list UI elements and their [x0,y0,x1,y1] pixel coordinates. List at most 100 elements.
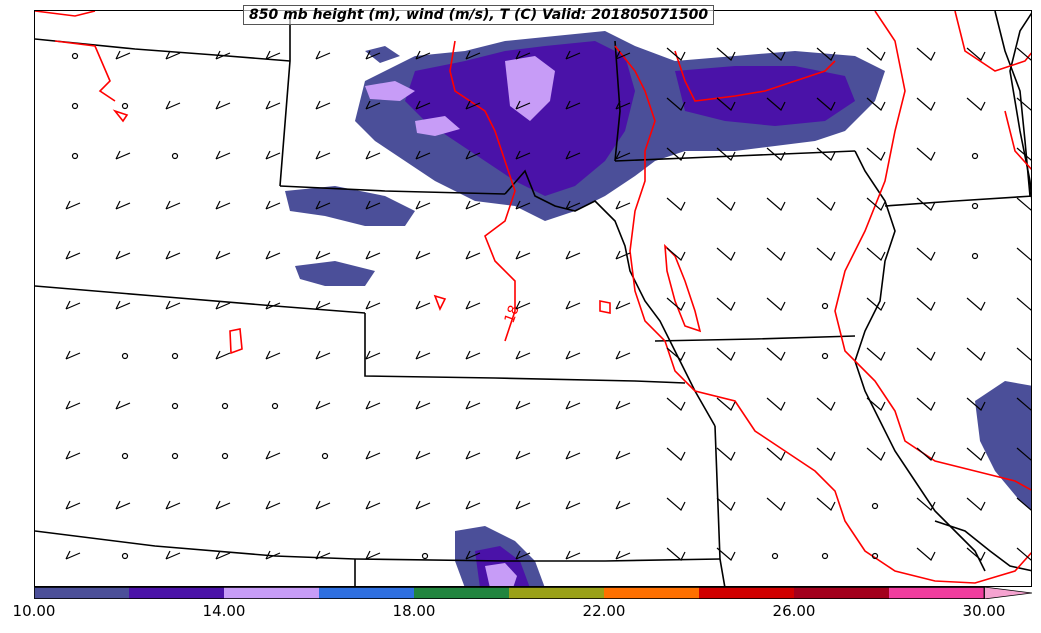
wind-barb [565,400,581,410]
wind-barb [465,400,481,410]
wind-barb [615,350,631,360]
wind-barb [816,247,836,261]
wind-barb [966,397,986,411]
wind-barbs [65,47,1031,561]
wind-barb [415,350,431,360]
wind-barb [966,547,986,561]
wind-barb [766,347,786,361]
wind-barb [315,500,331,510]
wind-barb [615,400,631,410]
border-ne-ks [354,558,721,562]
calm-wind-marker [821,552,829,560]
wind-barb [465,150,481,160]
wind-barb [265,300,281,310]
wind-speed-shading [285,31,1031,586]
wind-barb [365,300,381,310]
wind-barb [315,250,331,260]
wind-barb [666,197,686,211]
wind-barb [415,250,431,260]
wind-barb [916,347,936,361]
border-missouri-river [504,169,716,427]
wind-barb [1016,497,1031,511]
contour-label: 18 [502,303,523,325]
wind-barb [165,50,181,60]
wind-barb [916,47,936,61]
wind-barb [265,200,281,210]
border-mississippi [854,150,986,572]
wind-barb [465,200,481,210]
wind-barb [465,450,481,460]
wind-barb [916,197,936,211]
wind-barb [866,297,886,311]
wind-barb [816,397,836,411]
calm-wind-marker [871,502,879,510]
wind-barb [515,300,531,310]
wind-barb [265,50,281,60]
wind-barb [666,147,686,161]
wind-barb [716,197,736,211]
map-canvas: 18 [35,11,1031,586]
wind-barb [866,347,886,361]
border-mn-west [614,40,621,162]
wind-barb [666,297,686,311]
temperature-contours [35,11,1031,584]
wind-barb [315,550,331,560]
border-sd-ne [364,313,686,384]
colorbar-extend-arrow [983,587,1032,599]
wind-barb [866,197,886,211]
border-wy-co [35,530,356,560]
wind-barb [716,447,736,461]
calm-wind-marker [321,452,329,460]
wind-barb [666,47,686,61]
wind-barb [565,500,581,510]
wind-barb [465,500,481,510]
wind-barb [515,450,531,460]
border-wy-north [35,285,366,314]
calm-wind-marker [171,452,179,460]
wind-barb [315,200,331,210]
wind-barb [766,297,786,311]
colorbar-bin [414,587,510,599]
wind-barb [615,150,631,160]
wind-barb [215,350,231,360]
wind-barb [65,550,81,560]
wind-barb [115,250,131,260]
wind-barb [1016,397,1031,411]
wind-barb [1016,47,1031,61]
colorbar-tick: 26.00 [772,602,816,620]
wind-barb [666,347,686,361]
wind-barb [766,147,786,161]
wind-barb [966,47,986,61]
wind-barb [716,147,736,161]
wind-barb [65,200,81,210]
colorbar-bins [34,587,1032,599]
colorbar-bin [699,587,795,599]
calm-wind-marker [121,352,129,360]
border-nd-sd [279,185,506,195]
colorbar-tick: 30.00 [962,602,1006,620]
colorbar-tick: 10.00 [12,602,56,620]
map-title: 850 mb height (m), wind (m/s), T (C) Val… [243,5,715,25]
wind-barb [666,447,686,461]
wind-barb [115,400,131,410]
wind-barb [916,297,936,311]
shade-nw-speck [365,46,400,63]
wind-barb [65,500,81,510]
wind-barb [215,150,231,160]
wind-barb [215,100,231,110]
wind-barb [365,400,381,410]
wind-barb [716,47,736,61]
wind-barb [916,97,936,111]
wind-barb [165,100,181,110]
colorbar-tick: 22.00 [582,602,626,620]
calm-wind-marker [871,552,879,560]
wind-barb [315,150,331,160]
wind-barb [666,247,686,261]
wind-barb [365,350,381,360]
wind-barb [165,200,181,210]
wind-barb [415,500,431,510]
wind-barb [766,197,786,211]
wind-barb [565,100,581,110]
wind-barb [716,97,736,111]
colorbar-outline [34,587,985,599]
